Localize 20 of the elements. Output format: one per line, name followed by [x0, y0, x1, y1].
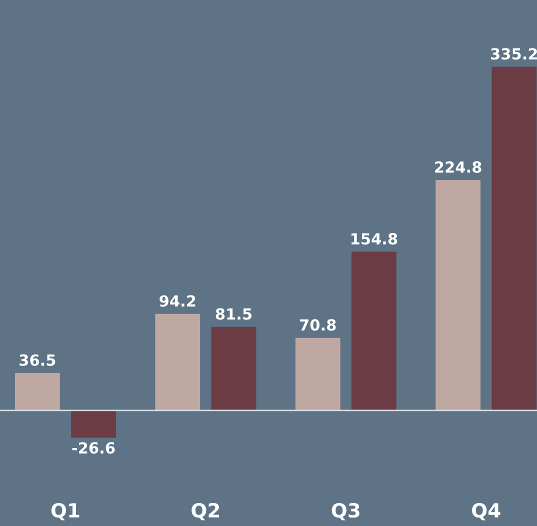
bar	[211, 326, 256, 410]
data-label: 36.5	[20, 354, 56, 366]
bar	[295, 338, 340, 410]
x-tick-label: Q4	[472, 502, 500, 520]
bar	[352, 252, 396, 410]
bar	[15, 373, 60, 410]
bar	[492, 66, 537, 410]
data-label: 70.8	[300, 319, 336, 331]
data-label: 224.8	[435, 161, 482, 173]
x-tick-label: Q1	[51, 502, 80, 520]
data-label: 154.8	[352, 233, 398, 245]
x-tick-label: Q2	[192, 502, 220, 520]
bar	[436, 180, 480, 410]
data-label: -26.6	[72, 442, 115, 454]
bar	[155, 314, 200, 410]
x-tick-label: Q3	[332, 502, 360, 520]
data-label: 81.5	[216, 308, 252, 320]
bar	[71, 410, 116, 438]
data-label: 94.2	[160, 295, 196, 307]
data-label: 335.2	[491, 48, 537, 60]
